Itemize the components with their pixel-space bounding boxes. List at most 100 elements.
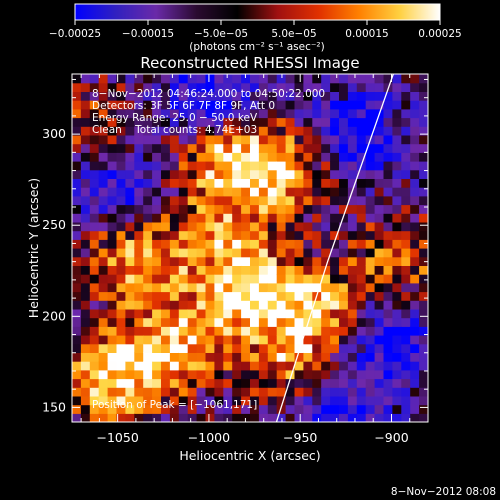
heatmap-cell [214,361,224,371]
heatmap-cell [232,221,242,232]
heatmap-cell [330,317,340,327]
heatmap-cell [392,161,402,171]
heatmap-cell [178,143,189,153]
heatmap-cell [294,161,304,171]
heatmap-cell [276,361,287,371]
heatmap-cell [223,195,233,206]
heatmap-cell [419,152,428,162]
heatmap-cell [143,204,153,214]
heatmap-cell [276,152,287,162]
heatmap-cell [347,248,358,258]
heatmap-cell [374,195,385,206]
heatmap-cell [365,195,376,206]
heatmap-cell [267,126,278,136]
heatmap-cell [169,308,180,319]
heatmap-cell [330,239,340,249]
heatmap-cell [356,213,367,223]
heatmap-cell [241,265,251,275]
heatmap-cell [161,395,171,406]
heatmap-cell [258,213,269,223]
heatmap-cell [134,169,144,179]
heatmap-cell [419,317,428,327]
heatmap-cell [303,134,313,145]
heatmap-cell [365,352,376,362]
heatmap-cell [116,308,126,319]
heatmap-cell [401,308,411,319]
heatmap-cell [285,265,296,275]
heatmap-cell [196,256,207,266]
heatmap-cell [321,230,331,240]
heatmap-cell [392,152,402,162]
heatmap-cell [285,134,296,145]
heatmap-cell [72,317,82,327]
heatmap-cell [187,369,198,380]
heatmap-cell [383,74,393,84]
heatmap-cell [223,361,233,371]
heatmap-cell [374,134,385,145]
heatmap-cell [89,282,100,293]
heatmap-cell [312,143,322,153]
heatmap-cell [143,187,153,197]
heatmap-cell [321,204,331,214]
heatmap-cell [169,117,180,127]
heatmap-cell [392,178,402,188]
heatmap-cell [347,282,358,293]
heatmap-cell [356,352,367,362]
heatmap-cell [116,213,126,223]
heatmap-cell [303,239,313,249]
heatmap-cell [330,230,340,240]
heatmap-cell [356,152,367,162]
heatmap-cell [267,282,278,293]
heatmap-cell [214,387,224,397]
heatmap-cell [152,361,162,371]
heatmap-cell [267,230,278,240]
heatmap-cell [134,213,144,223]
heatmap-cell [196,361,207,371]
heatmap-cell [232,134,242,145]
heatmap-cell [98,308,109,319]
heatmap-cell [143,343,153,353]
heatmap-cell [250,134,260,145]
heatmap-cell [152,117,162,127]
heatmap-cell [356,326,367,336]
heatmap-cell [312,248,322,258]
heatmap-cell [339,256,349,266]
heatmap-cell [178,108,189,119]
heatmap-cell [356,248,367,258]
heatmap-cell [107,282,118,293]
heatmap-cell [241,213,251,223]
heatmap-cell [312,369,322,380]
annotation-peak-position: Position of Peak = [−1061,171] [92,399,257,411]
heatmap-cell [241,221,251,232]
heatmap-cell [267,239,278,249]
heatmap-cell [294,282,304,293]
heatmap-cell [330,404,340,414]
heatmap-cell [294,300,304,310]
heatmap-cell [134,265,144,275]
heatmap-cell [98,404,109,414]
heatmap-cell [392,378,402,388]
heatmap-cell [214,352,224,362]
heatmap-cell [374,274,385,284]
heatmap-cell [169,326,180,336]
heatmap-cell [267,274,278,284]
heatmap-cell [312,117,322,127]
heatmap-cell [383,317,393,327]
heatmap-cell [321,291,331,301]
heatmap-cell [223,248,233,258]
heatmap-cell [258,74,269,84]
heatmap-cell [89,100,100,110]
heatmap-cell [98,300,109,310]
heatmap-cell [347,91,358,101]
heatmap-cell [401,265,411,275]
heatmap-cell [178,195,189,206]
heatmap-cell [365,187,376,197]
heatmap-cell [419,274,428,284]
heatmap-cell [187,256,198,266]
heatmap-cell [294,291,304,301]
heatmap-cell [107,126,118,136]
heatmap-cell [339,204,349,214]
heatmap-cell [258,187,269,197]
heatmap-cell [72,230,82,240]
heatmap-cell [276,317,287,327]
